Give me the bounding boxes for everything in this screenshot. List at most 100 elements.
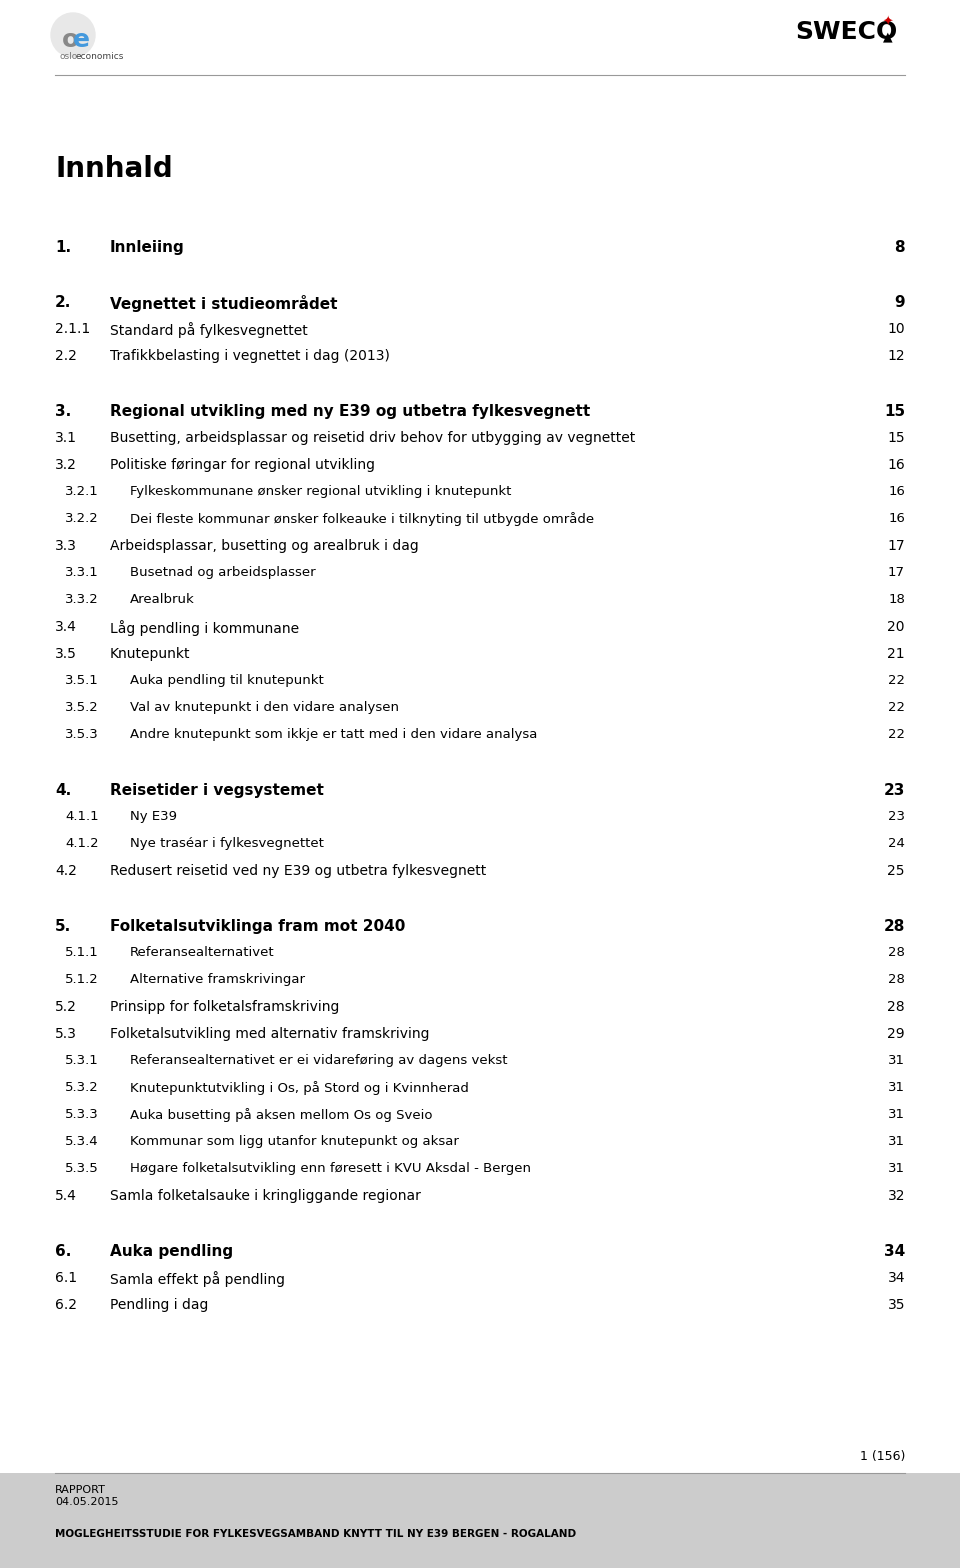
Text: Val av knutepunkt i den vidare analysen: Val av knutepunkt i den vidare analysen bbox=[130, 701, 399, 713]
Text: ▲: ▲ bbox=[883, 30, 893, 42]
Text: Busetting, arbeidsplassar og reisetid driv behov for utbygging av vegnettet: Busetting, arbeidsplassar og reisetid dr… bbox=[110, 431, 636, 445]
Text: 5.2: 5.2 bbox=[55, 1000, 77, 1014]
Text: 3.2: 3.2 bbox=[55, 458, 77, 472]
Text: Andre knutepunkt som ikkje er tatt med i den vidare analysa: Andre knutepunkt som ikkje er tatt med i… bbox=[130, 728, 538, 742]
Text: 3.2.2: 3.2.2 bbox=[65, 513, 99, 525]
Text: 5.1.1: 5.1.1 bbox=[65, 946, 99, 960]
Text: MOGLEGHEITSSTUDIE FOR FYLKESVEGSAMBAND KNYTT TIL NY E39 BERGEN - ROGALAND: MOGLEGHEITSSTUDIE FOR FYLKESVEGSAMBAND K… bbox=[55, 1529, 576, 1540]
Text: Høgare folketalsutvikling enn føresett i KVU Aksdal - Bergen: Høgare folketalsutvikling enn føresett i… bbox=[130, 1162, 531, 1174]
Circle shape bbox=[51, 13, 95, 56]
Text: Regional utvikling med ny E39 og utbetra fylkesvegnett: Regional utvikling med ny E39 og utbetra… bbox=[110, 405, 590, 419]
Text: Reisetider i vegsystemet: Reisetider i vegsystemet bbox=[110, 782, 324, 798]
Text: 31: 31 bbox=[888, 1080, 905, 1094]
Text: SWECO: SWECO bbox=[795, 20, 898, 44]
Text: 2.: 2. bbox=[55, 295, 71, 310]
Text: 5.: 5. bbox=[55, 919, 71, 935]
Text: Låg pendling i kommunane: Låg pendling i kommunane bbox=[110, 619, 300, 637]
Text: Auka pendling: Auka pendling bbox=[110, 1243, 233, 1259]
Text: 28: 28 bbox=[883, 919, 905, 935]
Text: Innleiing: Innleiing bbox=[110, 240, 184, 256]
Text: 5.3.2: 5.3.2 bbox=[65, 1080, 99, 1094]
Text: Auka pendling til knutepunkt: Auka pendling til knutepunkt bbox=[130, 674, 324, 687]
Text: 15: 15 bbox=[884, 405, 905, 419]
Text: 4.: 4. bbox=[55, 782, 71, 798]
Text: 4.2: 4.2 bbox=[55, 864, 77, 878]
Text: Vegnettet i studieområdet: Vegnettet i studieområdet bbox=[110, 295, 338, 312]
Text: 6.: 6. bbox=[55, 1243, 71, 1259]
Text: ✦: ✦ bbox=[883, 16, 894, 28]
Text: Samla effekt på pendling: Samla effekt på pendling bbox=[110, 1272, 285, 1287]
Text: 15: 15 bbox=[887, 431, 905, 445]
Text: 17: 17 bbox=[888, 566, 905, 579]
Text: 3.: 3. bbox=[55, 405, 71, 419]
Text: 5.4: 5.4 bbox=[55, 1189, 77, 1203]
Text: economics: economics bbox=[75, 52, 124, 61]
Text: Prinsipp for folketalsframskriving: Prinsipp for folketalsframskriving bbox=[110, 1000, 340, 1014]
Text: 28: 28 bbox=[887, 1000, 905, 1014]
Text: 25: 25 bbox=[887, 864, 905, 878]
Text: 5.3.4: 5.3.4 bbox=[65, 1135, 99, 1148]
Text: 3.5.3: 3.5.3 bbox=[65, 728, 99, 742]
Bar bbox=[0, 1472, 960, 1568]
Text: 3.3.1: 3.3.1 bbox=[65, 566, 99, 579]
Text: 23: 23 bbox=[883, 782, 905, 798]
Text: Referansealternativet: Referansealternativet bbox=[130, 946, 275, 960]
Text: 22: 22 bbox=[888, 674, 905, 687]
Text: 3.4: 3.4 bbox=[55, 619, 77, 633]
Text: 3.5: 3.5 bbox=[55, 648, 77, 662]
Text: 5.3.1: 5.3.1 bbox=[65, 1054, 99, 1066]
Text: 22: 22 bbox=[888, 701, 905, 713]
Text: Ny E39: Ny E39 bbox=[130, 811, 177, 823]
Text: 3.5.1: 3.5.1 bbox=[65, 674, 99, 687]
Text: 1.: 1. bbox=[55, 240, 71, 256]
Text: 2.1.1: 2.1.1 bbox=[55, 321, 90, 336]
Text: e: e bbox=[73, 28, 90, 52]
Text: Fylkeskommunane ønsker regional utvikling i knutepunkt: Fylkeskommunane ønsker regional utviklin… bbox=[130, 485, 512, 499]
Text: 18: 18 bbox=[888, 593, 905, 605]
Text: 31: 31 bbox=[888, 1135, 905, 1148]
Text: 31: 31 bbox=[888, 1109, 905, 1121]
Text: 5.3.5: 5.3.5 bbox=[65, 1162, 99, 1174]
Text: 6.1: 6.1 bbox=[55, 1272, 77, 1286]
Text: 2.2: 2.2 bbox=[55, 350, 77, 364]
Text: 20: 20 bbox=[887, 619, 905, 633]
Text: 28: 28 bbox=[888, 946, 905, 960]
Text: Pendling i dag: Pendling i dag bbox=[110, 1298, 208, 1312]
Text: 8: 8 bbox=[895, 240, 905, 256]
Text: 34: 34 bbox=[887, 1272, 905, 1286]
Text: 16: 16 bbox=[887, 458, 905, 472]
Text: 4.1.2: 4.1.2 bbox=[65, 837, 99, 850]
Text: Trafikkbelasting i vegnettet i dag (2013): Trafikkbelasting i vegnettet i dag (2013… bbox=[110, 350, 390, 364]
Text: Samla folketalsauke i kringliggande regionar: Samla folketalsauke i kringliggande regi… bbox=[110, 1189, 420, 1203]
Text: Innhald: Innhald bbox=[55, 155, 173, 183]
Text: Referansealternativet er ei vidareføring av dagens vekst: Referansealternativet er ei vidareføring… bbox=[130, 1054, 508, 1066]
Text: 3.5.2: 3.5.2 bbox=[65, 701, 99, 713]
Text: Nye traséar i fylkesvegnettet: Nye traséar i fylkesvegnettet bbox=[130, 837, 324, 850]
Text: Politiske føringar for regional utvikling: Politiske føringar for regional utviklin… bbox=[110, 458, 375, 472]
Text: Standard på fylkesvegnettet: Standard på fylkesvegnettet bbox=[110, 321, 308, 339]
Text: 3.2.1: 3.2.1 bbox=[65, 485, 99, 499]
Text: 6.2: 6.2 bbox=[55, 1298, 77, 1312]
Text: oslo: oslo bbox=[59, 52, 77, 61]
Text: 3.1: 3.1 bbox=[55, 431, 77, 445]
Text: RAPPORT: RAPPORT bbox=[55, 1485, 106, 1494]
Text: Folketalsutvikling med alternativ framskriving: Folketalsutvikling med alternativ framsk… bbox=[110, 1027, 429, 1041]
Text: 29: 29 bbox=[887, 1027, 905, 1041]
Text: Redusert reisetid ved ny E39 og utbetra fylkesvegnett: Redusert reisetid ved ny E39 og utbetra … bbox=[110, 864, 487, 878]
Text: 28: 28 bbox=[888, 974, 905, 986]
Text: 5.3.3: 5.3.3 bbox=[65, 1109, 99, 1121]
Text: 24: 24 bbox=[888, 837, 905, 850]
Text: Arbeidsplassar, busetting og arealbruk i dag: Arbeidsplassar, busetting og arealbruk i… bbox=[110, 539, 419, 554]
Text: 04.05.2015: 04.05.2015 bbox=[55, 1497, 118, 1507]
Text: 22: 22 bbox=[888, 728, 905, 742]
Text: 1 (156): 1 (156) bbox=[859, 1450, 905, 1463]
Text: 9: 9 bbox=[895, 295, 905, 310]
Text: 3.3.2: 3.3.2 bbox=[65, 593, 99, 605]
Text: 17: 17 bbox=[887, 539, 905, 554]
Text: 5.1.2: 5.1.2 bbox=[65, 974, 99, 986]
Text: Arealbruk: Arealbruk bbox=[130, 593, 195, 605]
Text: 31: 31 bbox=[888, 1162, 905, 1174]
Text: Auka busetting på aksen mellom Os og Sveio: Auka busetting på aksen mellom Os og Sve… bbox=[130, 1109, 433, 1123]
Text: 35: 35 bbox=[887, 1298, 905, 1312]
Text: o: o bbox=[62, 28, 80, 52]
